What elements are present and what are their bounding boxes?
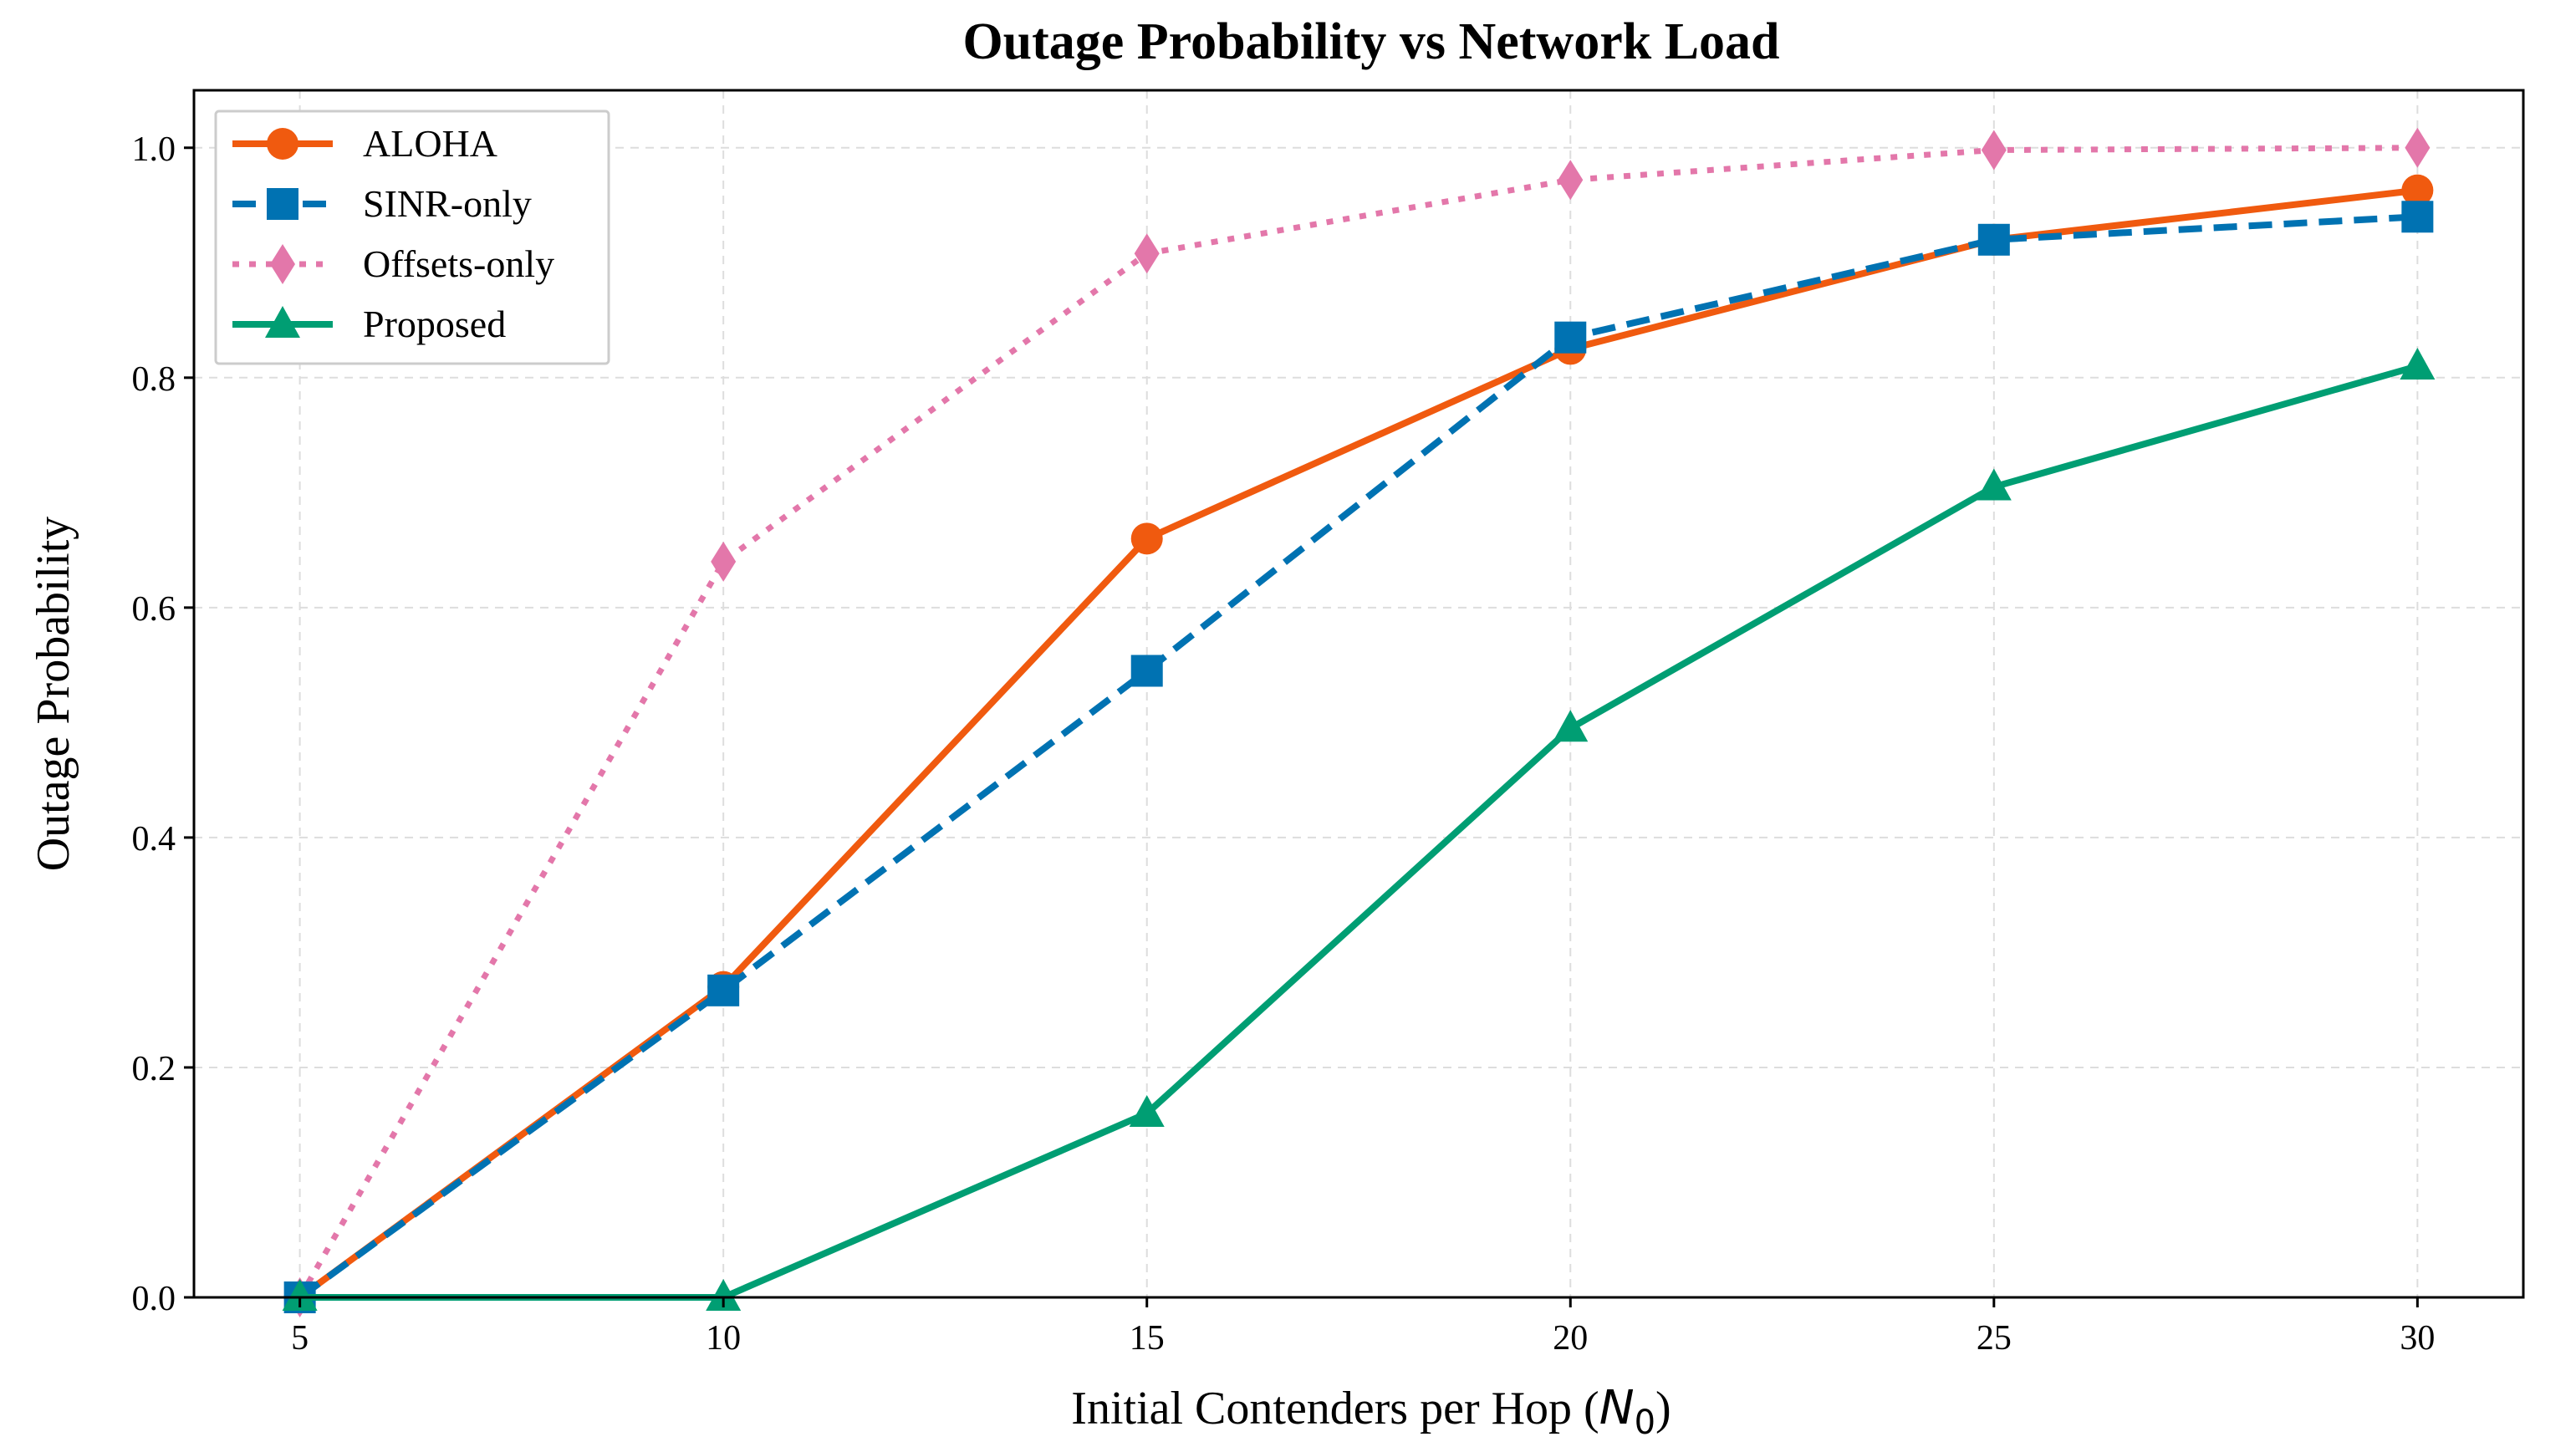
y-tick-label: 0.4 <box>132 820 176 859</box>
legend-label: Proposed <box>363 303 506 345</box>
data-point <box>2401 174 2434 206</box>
data-point <box>1130 655 1163 687</box>
data-point <box>2405 127 2431 168</box>
data-point <box>1977 223 2010 256</box>
y-tick-label: 0.0 <box>132 1280 176 1318</box>
data-point <box>1129 1094 1165 1127</box>
series-sinr-only <box>283 201 2434 1313</box>
y-axis-ticks: 0.0 0.2 0.4 0.6 0.8 1.0 <box>132 130 194 1318</box>
legend-label: SINR-only <box>363 182 532 225</box>
legend-marker <box>267 188 298 220</box>
plot-area-frame <box>192 89 2525 1299</box>
data-point <box>707 974 740 1006</box>
legend: ALOHA SINR-only Offsets-only Proposed <box>214 110 610 365</box>
series-line <box>298 213 2418 1301</box>
legend-item-proposed: Proposed <box>232 303 506 345</box>
series-line <box>297 145 2418 1299</box>
data-point <box>1981 130 2007 171</box>
x-tick-label: 5 <box>291 1319 309 1358</box>
legend-label: ALOHA <box>363 122 497 165</box>
legend-item-aloha: ALOHA <box>232 122 497 165</box>
legend-marker <box>267 128 298 160</box>
data-point <box>1134 233 1160 274</box>
legend-marker <box>265 306 300 338</box>
legend-marker <box>270 244 295 284</box>
data-point <box>1554 321 1587 354</box>
x-axis-label-symbol: N <box>1599 1381 1635 1435</box>
y-tick-label: 0.6 <box>132 590 176 629</box>
data-point <box>1553 710 1589 742</box>
x-tick-label: 15 <box>1130 1319 1165 1358</box>
x-axis-label-close: ) <box>1655 1383 1671 1434</box>
y-tick-label: 0.8 <box>132 360 176 399</box>
y-axis-label: Outage Probability <box>28 517 79 872</box>
data-point <box>2401 201 2434 233</box>
legend-item-offsets-only: Offsets-only <box>232 242 554 285</box>
series-offsets-only <box>287 127 2431 1317</box>
data-point <box>2400 348 2436 380</box>
data-point <box>1976 468 2012 501</box>
x-axis-label-subscript: 0 <box>1635 1404 1655 1442</box>
x-axis-label: Initial Contenders per Hop (N0) <box>1071 1381 1671 1442</box>
data-point <box>1558 160 1584 201</box>
data-point <box>711 541 737 582</box>
data-point <box>706 1279 742 1311</box>
chart-title: Outage Probability vs Network Load <box>962 13 1779 70</box>
x-axis-label-text: Initial Contenders per Hop ( <box>1071 1383 1599 1434</box>
x-tick-label: 20 <box>1553 1319 1588 1358</box>
x-axis-ticks: 5 10 15 20 25 30 <box>291 1297 2435 1358</box>
x-tick-label: 10 <box>706 1319 741 1358</box>
x-tick-label: 25 <box>1977 1319 2012 1358</box>
x-tick-label: 30 <box>2400 1319 2435 1358</box>
y-tick-label: 0.2 <box>132 1050 176 1088</box>
legend-label: Offsets-only <box>363 242 554 285</box>
data-point <box>1130 522 1163 555</box>
legend-item-sinr-only: SINR-only <box>232 182 532 225</box>
series-proposed <box>282 348 2436 1311</box>
legend-frame <box>214 110 610 365</box>
data-point <box>282 1279 318 1311</box>
y-tick-label: 1.0 <box>132 130 176 169</box>
